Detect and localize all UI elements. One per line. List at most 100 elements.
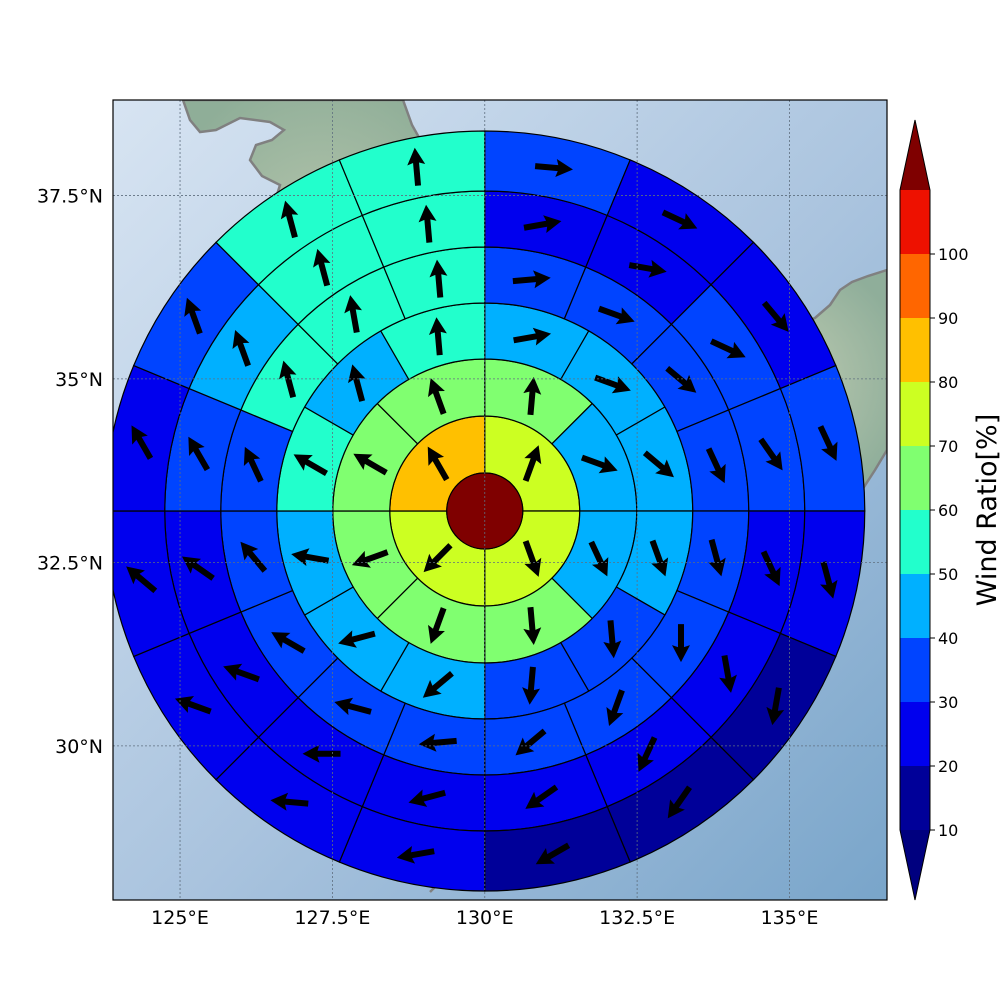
latitude-tick-label: 30°N bbox=[55, 736, 103, 758]
wind-arrow bbox=[580, 454, 618, 474]
colorbar-segment bbox=[900, 574, 930, 638]
wind-arrow bbox=[423, 543, 453, 573]
wind-arrow bbox=[588, 540, 609, 577]
wind-arrow bbox=[334, 697, 372, 716]
colorbar-under-extension bbox=[900, 830, 930, 900]
wind-arrow bbox=[279, 360, 297, 399]
wind-arrow bbox=[428, 317, 447, 356]
wind-arrow bbox=[661, 209, 698, 230]
wind-arrow bbox=[408, 789, 446, 807]
wind-arrow bbox=[418, 204, 437, 243]
longitude-tick-label: 132.5°E bbox=[599, 907, 675, 929]
wind-arrow bbox=[313, 248, 331, 287]
colorbar-tick-label: 20 bbox=[938, 757, 958, 776]
wind-arrow bbox=[522, 540, 542, 577]
latitude-tick-labels: 37.5°N 35°N 32.5°N 30°N bbox=[37, 185, 103, 757]
wind-arrow bbox=[758, 437, 783, 471]
longitude-tick-label: 130°E bbox=[456, 907, 514, 929]
wind-arrow bbox=[760, 550, 781, 587]
wind-arrow bbox=[513, 327, 552, 346]
wind-arrow bbox=[817, 425, 838, 461]
wind-arrow bbox=[665, 366, 697, 393]
wind-arrow bbox=[271, 632, 306, 654]
colorbar-tick-label: 90 bbox=[938, 309, 958, 328]
latitude-tick-label: 32.5°N bbox=[37, 552, 103, 574]
wind-arrow bbox=[348, 364, 366, 402]
colorbar-tick-label: 50 bbox=[938, 565, 958, 584]
wind-arrow bbox=[126, 566, 158, 594]
colorbar-segment bbox=[900, 638, 930, 702]
colorbar-label: Wind Ratio[%] bbox=[972, 414, 1000, 606]
wind-arrow bbox=[597, 305, 635, 325]
longitude-tick-label: 125°E bbox=[151, 907, 209, 929]
wind-arrow bbox=[766, 687, 785, 726]
colorbar-segment bbox=[900, 318, 930, 382]
wind-arrow bbox=[291, 548, 330, 566]
wind-arrow bbox=[649, 539, 669, 577]
colorbar-over-extension bbox=[900, 120, 930, 190]
wind-arrow bbox=[293, 454, 328, 477]
latitude-tick-label: 35°N bbox=[55, 369, 103, 391]
colorbar-tick-label: 60 bbox=[938, 501, 958, 520]
wind-arrow bbox=[407, 147, 426, 186]
colorbar-tick-label: 70 bbox=[938, 437, 958, 456]
wind-arrow bbox=[523, 376, 542, 416]
wind-arrow bbox=[534, 159, 573, 177]
wind-arrow bbox=[606, 689, 625, 727]
wind-arrow bbox=[131, 425, 154, 460]
wind-arrow bbox=[344, 295, 362, 334]
colorbar-tick-label: 30 bbox=[938, 693, 958, 712]
wind-arrow bbox=[429, 259, 448, 298]
wind-arrow bbox=[240, 541, 268, 573]
colorbar-segment bbox=[900, 510, 930, 574]
wind-arrow bbox=[603, 620, 622, 659]
map-area bbox=[113, 100, 887, 900]
wind-arrow bbox=[709, 338, 746, 359]
wind-arrow bbox=[232, 329, 251, 367]
graticule bbox=[113, 100, 887, 900]
wind-arrow bbox=[270, 792, 309, 811]
wind-arrow bbox=[223, 663, 260, 683]
wind-arrow bbox=[594, 374, 631, 394]
wind-arrow bbox=[719, 654, 737, 693]
wind-arrow bbox=[188, 436, 210, 472]
colorbar-segment bbox=[900, 702, 930, 766]
wind-arrow bbox=[820, 561, 838, 599]
wind-arrow bbox=[418, 733, 457, 752]
wind-arrow bbox=[761, 300, 789, 332]
wind-arrow bbox=[522, 445, 542, 482]
longitude-tick-label: 135°E bbox=[761, 907, 819, 929]
wind-arrow bbox=[637, 736, 658, 772]
colorbar-segment bbox=[900, 190, 930, 254]
wind-arrow bbox=[522, 666, 541, 705]
colorbar-tick-label: 80 bbox=[938, 373, 958, 392]
wind-arrow bbox=[428, 607, 447, 644]
wind-arrow bbox=[512, 270, 551, 289]
longitude-tick-labels: 125°E 127.5°E 130°E 132.5°E 135°E bbox=[151, 907, 818, 929]
wind-arrow bbox=[396, 845, 435, 864]
map-frame bbox=[112, 99, 888, 901]
colorbar-tick-label: 100 bbox=[938, 245, 969, 264]
wind-arrow bbox=[427, 446, 450, 482]
wind-arrow bbox=[628, 259, 667, 278]
wind-arrow bbox=[642, 450, 674, 478]
wind-arrow bbox=[174, 695, 212, 715]
wind-arrow bbox=[184, 297, 203, 335]
wind-arrow bbox=[243, 446, 264, 483]
wind-arrow bbox=[428, 378, 447, 415]
wind-direction-arrows bbox=[126, 147, 838, 865]
wind-arrow bbox=[535, 842, 571, 865]
wind-arrow bbox=[338, 630, 376, 648]
longitude-tick-label: 127.5°E bbox=[294, 907, 370, 929]
colorbar-segment bbox=[900, 382, 930, 446]
wind-arrow bbox=[667, 785, 692, 819]
colorbar-segment bbox=[900, 446, 930, 510]
colorbar-tick-label: 40 bbox=[938, 629, 958, 648]
colorbar: 10 20 30 40 50 60 70 80 90 100 Wind Ratio[%] bbox=[899, 119, 1000, 901]
latitude-tick-label: 37.5°N bbox=[37, 185, 103, 207]
wind-arrow bbox=[705, 447, 726, 484]
wind-arrow bbox=[280, 200, 299, 239]
colorbar-segment bbox=[900, 766, 930, 830]
